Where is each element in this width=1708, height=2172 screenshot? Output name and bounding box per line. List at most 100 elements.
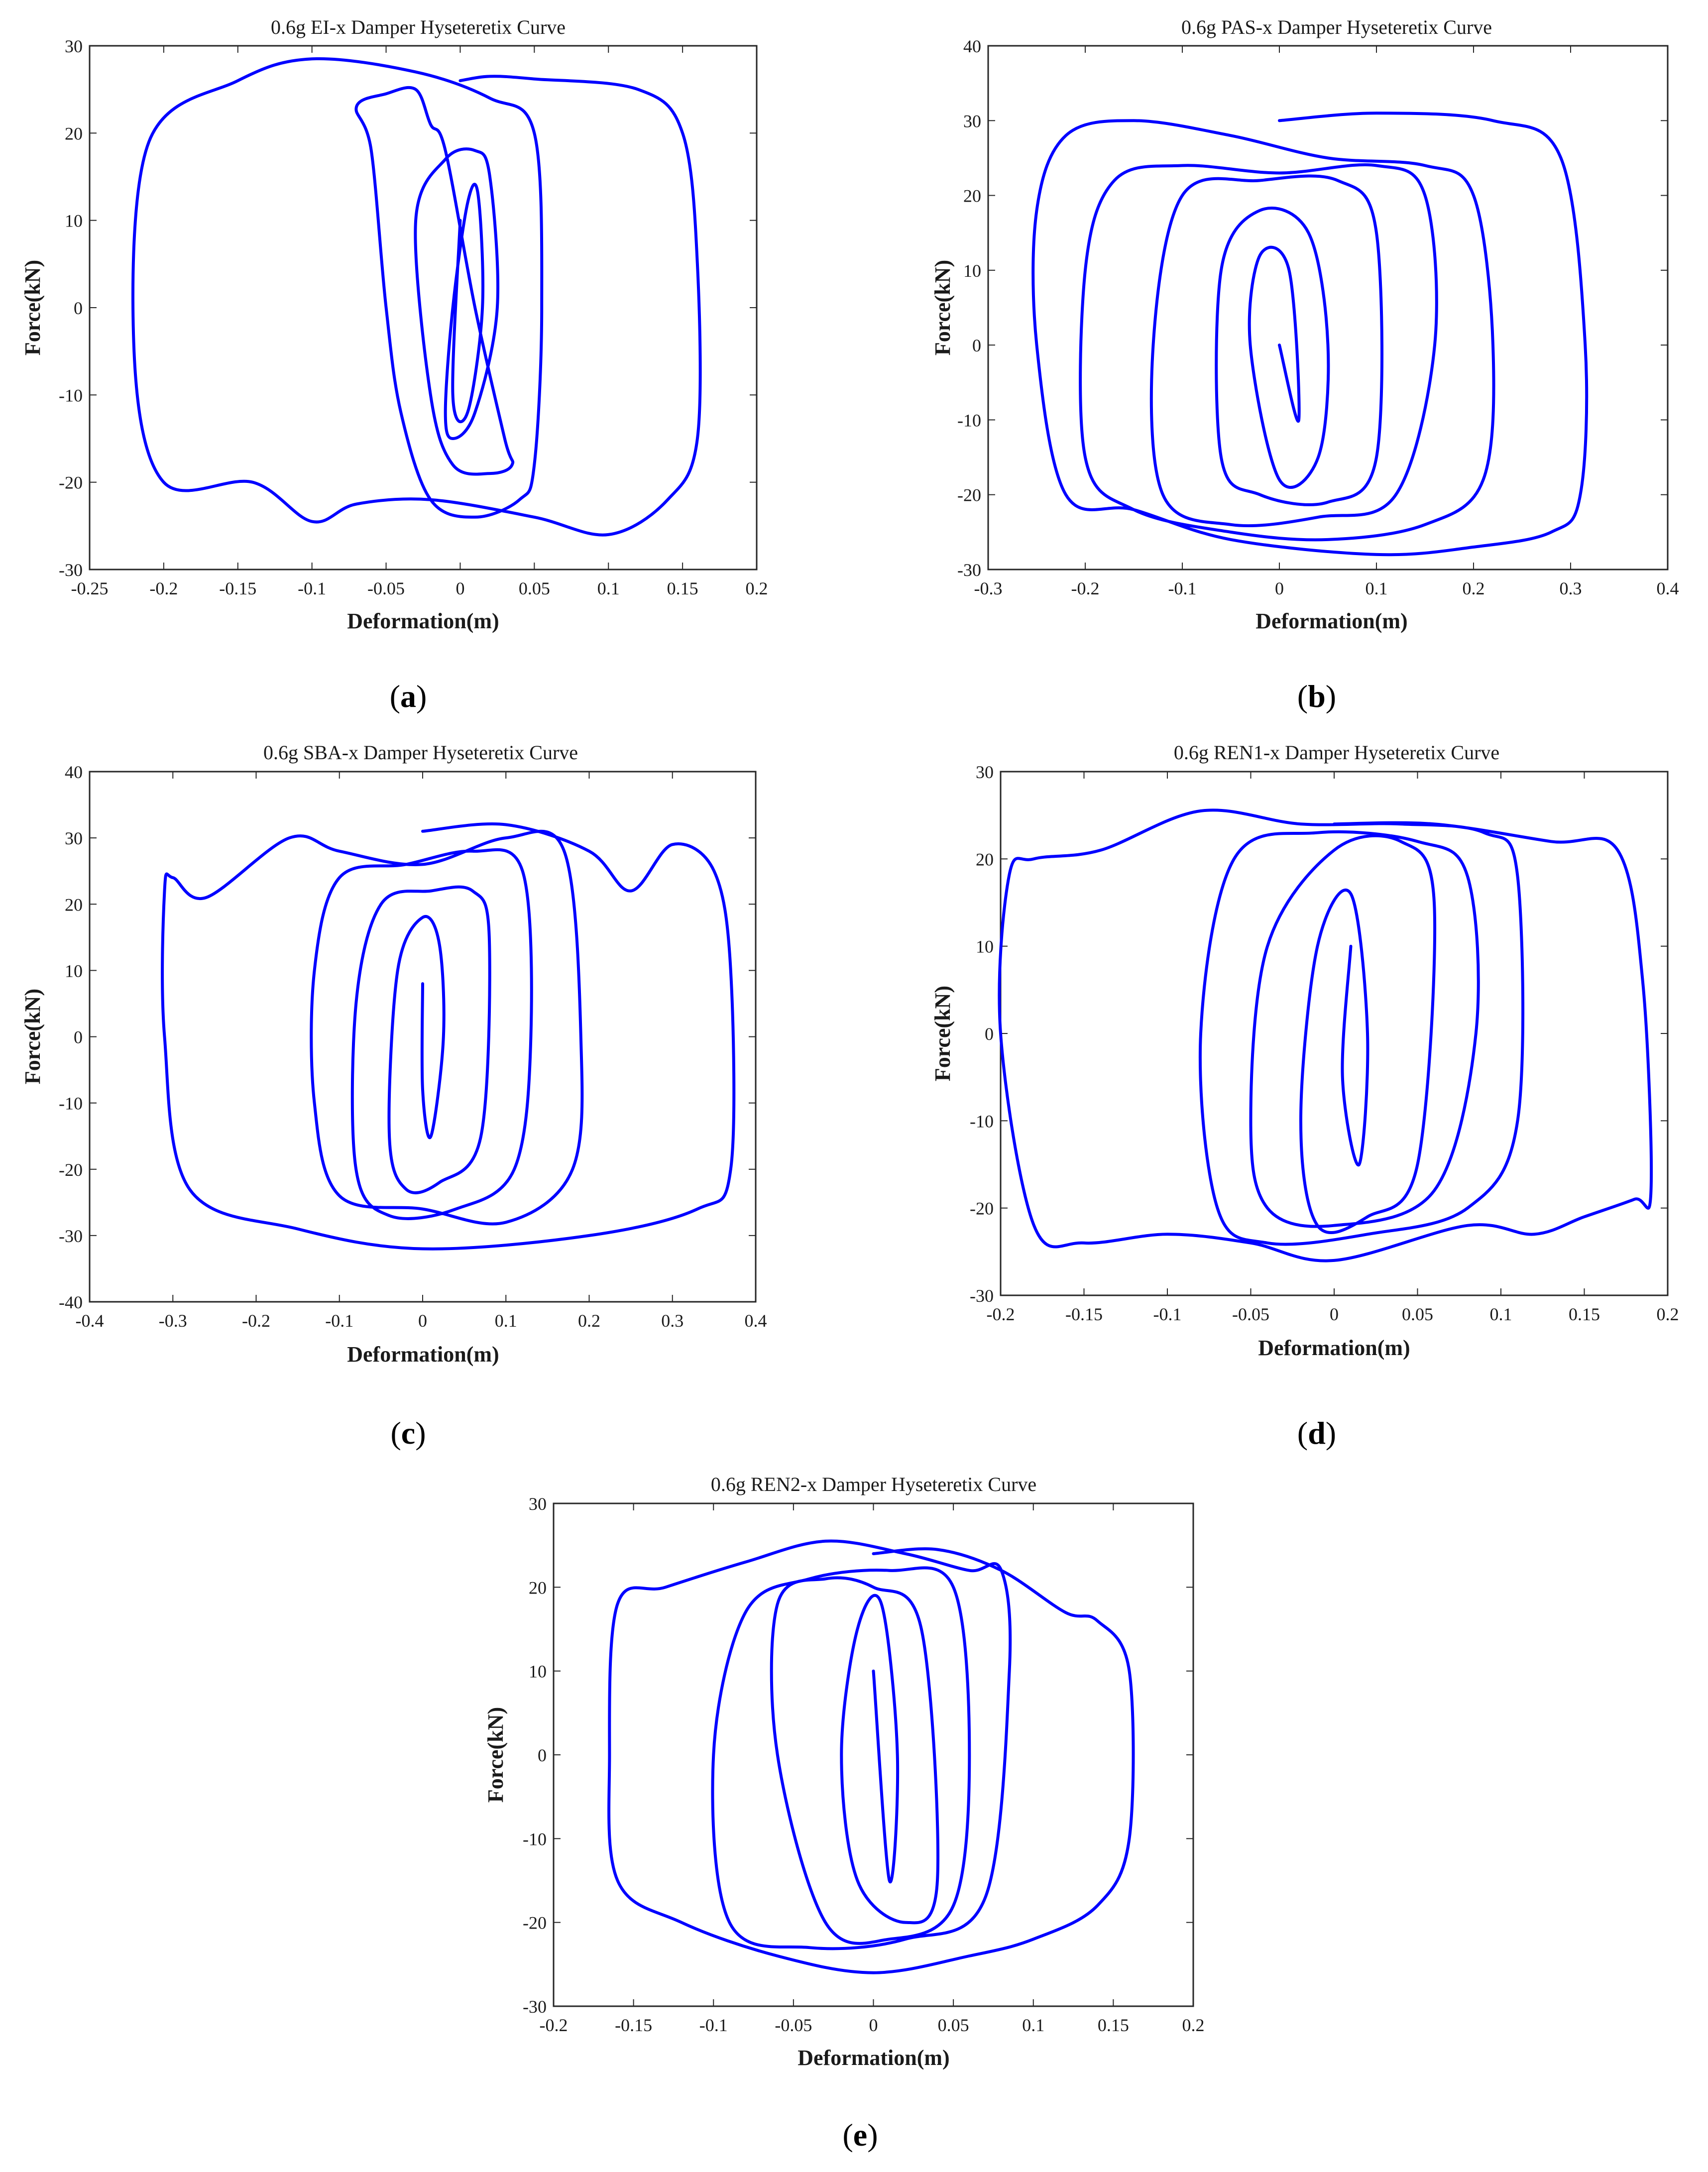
y-tick-label: 10 [65, 211, 83, 231]
y-tick-label: -30 [957, 560, 981, 580]
y-tick-label: 20 [529, 1578, 547, 1598]
y-tick-label: 0 [74, 1028, 83, 1047]
panel-c: 0.6g SBA-x Damper Hyseteretix Curve -0.4… [20, 741, 767, 1451]
x-tick-label: 0.05 [938, 2015, 969, 2035]
y-tick-label: 20 [963, 186, 981, 206]
hysteresis-curve [131, 57, 702, 537]
x-tick-label: 0.4 [745, 1311, 767, 1331]
y-tick-label: 0 [972, 336, 981, 355]
x-tick-label: -0.2 [540, 2015, 568, 2035]
axis-ticks: -0.3 -0.2 -0.1 0 0.1 0.2 0.3 0.4 -30 -20 -10 0 10 20 3… [957, 36, 1679, 598]
x-tick-label: 0.05 [519, 578, 550, 598]
x-tick-label: -0.3 [159, 1311, 187, 1331]
panel-label: (c) [390, 1415, 426, 1451]
hysteresis-curve [161, 822, 736, 1251]
x-tick-label: -0.2 [149, 578, 178, 598]
axis-ticks: -0.25 -0.2 -0.15 -0.1 -0.05 0 0.05 0.1 0.15 0.2 -3… [59, 36, 768, 598]
panel-a: 0.6g EI-x Damper Hyseteretix Curve -0.25… [20, 16, 768, 714]
x-tick-label: 0 [869, 2015, 878, 2035]
y-axis-label: Force(kN) [483, 1707, 508, 1803]
y-tick-label: -20 [970, 1199, 994, 1219]
x-tick-label: -0.05 [367, 578, 405, 598]
y-axis-label: Force(kN) [20, 989, 45, 1084]
plot-frame [553, 1502, 1194, 2007]
x-tick-label: 0.2 [578, 1311, 600, 1331]
x-tick-label: 0.15 [1098, 2015, 1129, 2035]
panel-letter: c [401, 1415, 415, 1451]
y-tick-label: 30 [65, 36, 83, 56]
x-tick-label: 0 [418, 1311, 427, 1331]
hysteresis-curve [1031, 112, 1589, 557]
y-axis-label: Force(kN) [930, 986, 955, 1081]
x-tick-label: -0.2 [242, 1311, 270, 1331]
y-tick-label: -10 [970, 1111, 994, 1131]
x-tick-label: -0.15 [1065, 1304, 1103, 1324]
plot-frame [987, 45, 1669, 571]
y-tick-label: 40 [963, 36, 981, 56]
panel-letter: a [400, 679, 416, 714]
y-tick-label: -20 [59, 1160, 83, 1180]
chart-title: 0.6g PAS-x Damper Hyseteretix Curve [1181, 16, 1492, 38]
hysteresis-curve [607, 1539, 1135, 1974]
x-tick-label: -0.1 [298, 578, 326, 598]
x-tick-label: -0.1 [699, 2015, 728, 2035]
x-tick-label: 0.2 [746, 578, 768, 598]
y-tick-label: 30 [65, 828, 83, 848]
panel-label: (e) [842, 2117, 878, 2153]
x-tick-label: 0.1 [1490, 1304, 1512, 1324]
x-tick-label: 0.15 [667, 578, 698, 598]
chart-title: 0.6g EI-x Damper Hyseteretix Curve [271, 16, 566, 38]
x-tick-label: -0.1 [1168, 578, 1197, 598]
x-tick-label: -0.15 [219, 578, 256, 598]
x-axis-label: Deformation(m) [1258, 1336, 1410, 1360]
panel-d: 0.6g REN1-x Damper Hyseteretix Curve -0.… [930, 741, 1679, 1451]
x-axis-label: Deformation(m) [347, 1342, 499, 1367]
panel-label: (b) [1297, 679, 1336, 714]
y-tick-label: 30 [963, 111, 981, 131]
data-series [607, 1539, 1135, 1974]
data-series [998, 808, 1653, 1262]
y-tick-label: -10 [957, 410, 981, 430]
hysteresis-curve [998, 808, 1653, 1262]
y-tick-label: 40 [65, 762, 83, 782]
panel-label: (a) [390, 679, 427, 714]
y-axis-label: Force(kN) [930, 260, 955, 355]
data-series [161, 822, 736, 1251]
y-tick-label: 0 [74, 298, 83, 318]
y-tick-label: 20 [65, 123, 83, 143]
y-tick-label: 10 [65, 961, 83, 981]
x-tick-label: -0.1 [1153, 1304, 1182, 1324]
x-tick-label: 0.05 [1402, 1304, 1433, 1324]
x-tick-label: 0.3 [1560, 578, 1582, 598]
y-tick-label: 30 [976, 762, 994, 782]
x-axis-label: Deformation(m) [1255, 609, 1407, 633]
x-tick-label: 0 [1330, 1304, 1339, 1324]
x-tick-label: 0.4 [1657, 578, 1679, 598]
y-tick-label: -10 [523, 1829, 547, 1849]
axis-ticks: -0.2 -0.15 -0.1 -0.05 0 0.05 0.1 0.15 0.2 -30 -20 -… [523, 1494, 1205, 2035]
panel-label: (d) [1297, 1415, 1336, 1451]
x-tick-label: 0.15 [1569, 1304, 1600, 1324]
x-tick-label: -0.15 [615, 2015, 652, 2035]
x-tick-label: -0.05 [1232, 1304, 1269, 1324]
chart-title: 0.6g SBA-x Damper Hyseteretix Curve [263, 741, 578, 764]
y-tick-label: -10 [59, 1094, 83, 1114]
panel-letter: d [1308, 1415, 1326, 1451]
x-tick-label: 0.1 [1022, 2015, 1044, 2035]
y-tick-label: 30 [529, 1494, 547, 1514]
y-tick-label: -30 [970, 1286, 994, 1306]
chart-title: 0.6g REN1-x Damper Hyseteretix Curve [1174, 741, 1499, 764]
x-tick-label: 0.2 [1463, 578, 1485, 598]
x-tick-label: -0.1 [325, 1311, 353, 1331]
y-axis-label: Force(kN) [20, 260, 45, 355]
data-series [1031, 112, 1589, 557]
y-tick-label: 10 [963, 261, 981, 281]
y-tick-label: -20 [523, 1913, 547, 1933]
y-tick-label: -40 [59, 1292, 83, 1312]
x-tick-label: 0 [455, 578, 464, 598]
x-tick-label: 0.1 [597, 578, 620, 598]
x-tick-label: 0 [1275, 578, 1284, 598]
y-tick-label: -30 [59, 1226, 83, 1246]
y-tick-label: -20 [59, 473, 83, 493]
